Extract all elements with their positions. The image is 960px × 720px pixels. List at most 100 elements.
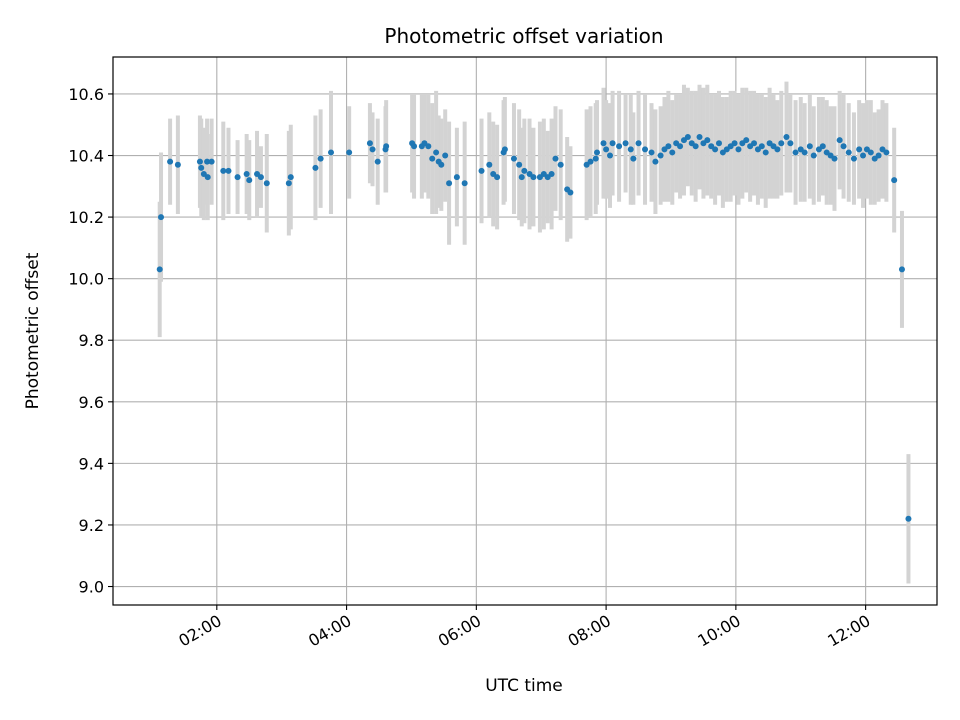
data-point xyxy=(751,140,758,147)
data-point xyxy=(778,140,785,147)
data-point xyxy=(677,143,684,150)
data-point xyxy=(635,140,642,147)
y-tick-label: 9.8 xyxy=(79,331,104,350)
data-point xyxy=(831,155,838,162)
data-point xyxy=(712,146,719,153)
data-point xyxy=(806,143,813,150)
data-point xyxy=(243,170,250,177)
data-point xyxy=(433,149,440,156)
data-point xyxy=(669,149,676,156)
data-point xyxy=(587,158,594,165)
data-point xyxy=(285,180,292,187)
data-point xyxy=(501,146,508,153)
data-point xyxy=(234,174,241,181)
y-tick-label: 10.2 xyxy=(68,208,104,227)
data-point xyxy=(856,146,863,153)
data-point xyxy=(616,143,623,150)
data-point xyxy=(383,143,390,150)
data-point xyxy=(557,161,564,168)
chart-title: Photometric offset variation xyxy=(384,24,663,48)
y-tick-label: 10.0 xyxy=(68,270,104,289)
data-point xyxy=(787,140,794,147)
data-point xyxy=(246,177,253,184)
y-tick-label: 10.4 xyxy=(68,147,104,166)
data-points xyxy=(156,134,912,522)
data-point xyxy=(905,515,912,522)
data-point xyxy=(287,174,294,181)
data-point xyxy=(446,180,453,187)
data-point xyxy=(704,137,711,144)
data-point xyxy=(442,152,449,159)
data-point xyxy=(510,155,517,162)
data-point xyxy=(567,189,574,196)
data-point xyxy=(867,149,874,156)
data-point xyxy=(204,174,211,181)
data-point xyxy=(850,155,857,162)
data-point xyxy=(158,214,165,221)
data-point xyxy=(453,174,460,181)
data-point xyxy=(762,149,769,156)
y-tick-label: 10.6 xyxy=(68,85,104,104)
data-point xyxy=(429,155,436,162)
x-axis-label: UTC time xyxy=(485,676,563,696)
data-point xyxy=(552,155,559,162)
data-point xyxy=(622,140,629,147)
data-point xyxy=(657,152,664,159)
data-point xyxy=(603,146,610,153)
data-point xyxy=(883,149,890,156)
data-point xyxy=(317,155,324,162)
data-point xyxy=(346,149,353,156)
data-point xyxy=(438,161,445,168)
data-point xyxy=(204,158,211,165)
data-point xyxy=(692,143,699,150)
data-point xyxy=(225,167,232,174)
data-point xyxy=(411,143,418,150)
data-point xyxy=(648,149,655,156)
y-axis-ticks: 9.0 9.2 9.4 9.6 9.8 10.0 10.2 10.4 10.6 xyxy=(68,85,113,597)
y-tick-label: 9.0 xyxy=(79,578,104,597)
data-point xyxy=(156,266,163,273)
data-point xyxy=(548,170,555,177)
data-point xyxy=(494,174,501,181)
data-point xyxy=(374,158,381,165)
data-point xyxy=(609,140,616,147)
plot-frame xyxy=(112,56,938,606)
data-point xyxy=(257,174,264,181)
data-point xyxy=(774,146,781,153)
data-point xyxy=(783,134,790,141)
data-point xyxy=(592,155,599,162)
data-point xyxy=(875,152,882,159)
data-point xyxy=(836,137,843,144)
data-point xyxy=(220,167,227,174)
data-point xyxy=(518,174,525,181)
y-axis-label: Photometric offset xyxy=(23,252,43,409)
y-tick-label: 9.4 xyxy=(79,454,104,473)
data-point xyxy=(860,152,867,159)
data-point xyxy=(696,134,703,141)
data-point xyxy=(198,164,205,171)
y-tick-label: 9.2 xyxy=(79,516,104,535)
data-point xyxy=(208,158,215,165)
data-point xyxy=(630,155,637,162)
data-point xyxy=(478,167,485,174)
data-point xyxy=(606,152,613,159)
data-point xyxy=(731,140,738,147)
data-point xyxy=(801,149,808,156)
data-point xyxy=(521,167,528,174)
data-point xyxy=(735,146,742,153)
data-point xyxy=(810,152,817,159)
data-point xyxy=(369,146,376,153)
data-point xyxy=(167,158,174,165)
data-point xyxy=(312,164,319,171)
data-point xyxy=(600,140,607,147)
data-point xyxy=(516,161,523,168)
y-tick-label: 9.6 xyxy=(79,393,104,412)
data-point xyxy=(819,143,826,150)
data-point xyxy=(792,149,799,156)
data-point xyxy=(530,174,537,181)
data-point xyxy=(665,143,672,150)
data-point xyxy=(425,143,432,150)
data-point xyxy=(891,177,898,184)
data-point xyxy=(758,143,765,150)
